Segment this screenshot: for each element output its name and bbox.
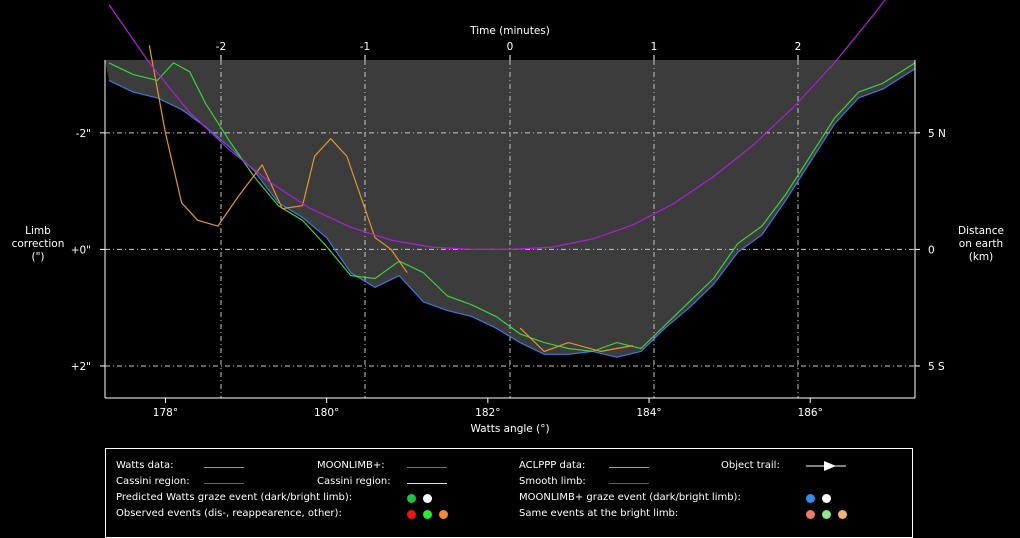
chart-legend: Watts data: MOONLIMB+: ACLPPP data: Obje… <box>105 448 913 538</box>
legend-cassini-yellow-swatch <box>407 483 447 484</box>
top-tick-label: -2 <box>216 41 226 53</box>
y-right-title-line1: Distance <box>958 225 1004 237</box>
legend-smooth-swatch <box>609 483 649 484</box>
legend-cassini-red-label: Cassini region: <box>116 476 190 487</box>
legend-predicted-dark-dot <box>407 494 416 503</box>
legend-moonlimb-dark-dot <box>806 494 815 503</box>
series-line-watts-data <box>108 62 916 352</box>
legend-bright-other-dot <box>838 510 847 519</box>
y-left-tick-label: +2" <box>71 361 91 373</box>
y-right-title-line3: (km) <box>969 251 994 263</box>
legend-observed-dis-dot <box>407 510 416 519</box>
limb-profile-chart: 178° 180° 182° 184° 186° -2 -1 0 1 2 -2" +0" +2" 5 N 0… <box>12 0 1004 435</box>
legend-moonlimb-graze-label: MOONLIMB+ graze event (dark/bright limb)… <box>519 492 741 503</box>
legend-predicted-graze-label: Predicted Watts graze event (dark/bright… <box>116 492 353 503</box>
legend-bright-dis-dot <box>806 510 815 519</box>
legend-aclppp-swatch <box>609 467 649 468</box>
legend-smooth-label: Smooth limb: <box>519 476 586 487</box>
legend-bright-limb-label: Same events at the bright limb: <box>519 508 679 519</box>
legend-moonlimb-label: MOONLIMB+: <box>317 460 385 471</box>
top-tick-label: -1 <box>360 41 370 53</box>
x-tick-label: 186° <box>798 407 823 419</box>
legend-trail-label: Object trail: <box>721 460 780 471</box>
legend-bright-re-dot <box>822 510 831 519</box>
series-line-aclppp-data-late- <box>519 327 634 352</box>
y-left-title-line1: Limb <box>25 225 51 237</box>
legend-observed-other-dot <box>439 510 448 519</box>
top-tick-label: 1 <box>651 41 658 53</box>
x-tick-label: 184° <box>636 407 661 419</box>
x-axis-title: Watts angle (°) <box>470 423 549 435</box>
top-tick-label: 2 <box>795 41 802 53</box>
y-right-tick-label: 5 S <box>928 361 945 373</box>
series-line-smooth-limb <box>108 0 886 250</box>
y-left-tick-label: +0" <box>71 244 91 256</box>
legend-watts-swatch <box>204 467 244 468</box>
legend-predicted-bright-dot <box>423 494 432 503</box>
legend-moonlimb-bright-dot <box>822 494 831 503</box>
legend-watts-label: Watts data: <box>116 460 174 471</box>
y-right-title-line2: on earth <box>959 238 1003 250</box>
legend-observed-re-dot <box>423 510 432 519</box>
y-left-tick-label: -2" <box>76 128 91 140</box>
y-right-tick-label: 5 N <box>928 128 946 140</box>
legend-cassini-red-swatch <box>204 483 244 484</box>
legend-trail-arrow-icon <box>806 461 846 471</box>
top-tick-label: 0 <box>507 41 514 53</box>
series-line-aclppp-data <box>148 45 408 274</box>
legend-aclppp-label: ACLPPP data: <box>519 460 586 471</box>
y-right-tick-label: 0 <box>928 244 935 256</box>
legend-observed-label: Observed events (dis-, reappearence, oth… <box>116 508 342 519</box>
x-tick-label: 178° <box>153 407 178 419</box>
top-axis-title: Time (minutes) <box>469 25 550 37</box>
y-left-title-line2: correction <box>12 238 65 250</box>
y-left-title-line3: (") <box>31 251 44 263</box>
legend-cassini-yellow-label: Cassini region: <box>317 476 391 487</box>
legend-moonlimb-swatch <box>407 467 447 468</box>
x-tick-label: 180° <box>314 407 339 419</box>
x-tick-label: 182° <box>475 407 500 419</box>
